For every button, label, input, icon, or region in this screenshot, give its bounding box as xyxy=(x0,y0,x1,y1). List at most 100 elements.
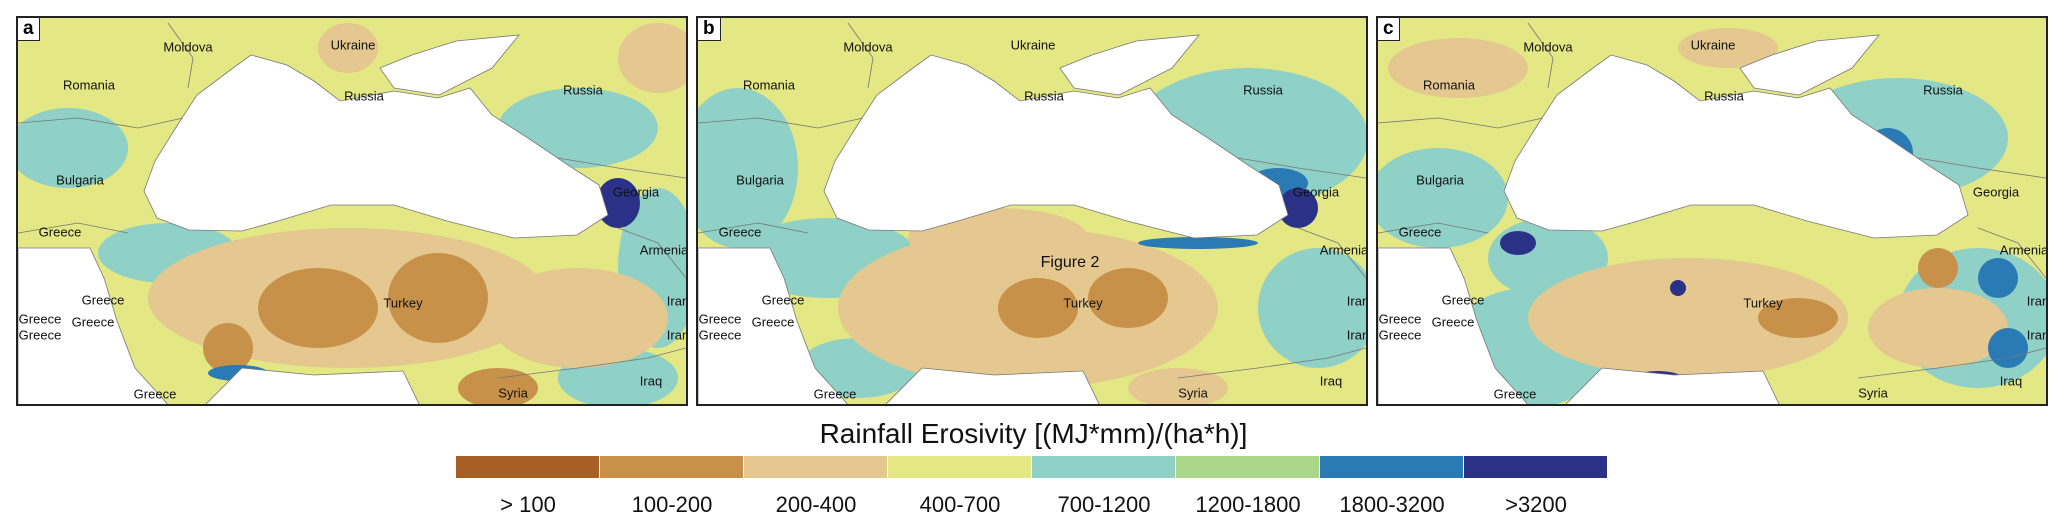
country-label: Syria xyxy=(498,385,528,401)
country-label: Iran xyxy=(1346,293,1368,309)
map-raster xyxy=(698,22,1366,404)
country-label: Russia xyxy=(1704,88,1744,104)
erosivity-region xyxy=(908,208,1088,268)
country-label: Bulgaria xyxy=(56,172,104,188)
country-label: Georgia xyxy=(612,184,660,200)
country-label: Ukraine xyxy=(1010,37,1056,53)
country-label: Greece xyxy=(1378,327,1422,343)
country-label: Greece xyxy=(81,292,125,308)
country-label: Greece xyxy=(1441,292,1485,308)
country-label: Russia xyxy=(344,88,384,104)
map-panel-b: b Moldova Ukraine Romania Russia Russia Bulgar… xyxy=(696,16,1368,406)
legend-swatch xyxy=(1176,456,1320,478)
legend-class-label: > 100 xyxy=(500,492,556,517)
country-label: Russia xyxy=(1024,88,1064,104)
erosivity-region xyxy=(1868,288,2008,368)
map-panel-a: a Moldova Ukraine Romania Russia Russia Bulgar… xyxy=(16,16,688,406)
country-label: Turkey xyxy=(1743,295,1783,311)
country-border xyxy=(557,157,686,179)
erosivity-region xyxy=(1500,231,1536,255)
country-label: Iran xyxy=(2026,293,2048,309)
country-label: Romania xyxy=(1422,77,1476,93)
country-border xyxy=(18,222,129,234)
legend-swatch xyxy=(1464,456,1608,478)
country-border xyxy=(698,222,809,234)
country-label: Bulgaria xyxy=(1416,172,1464,188)
legend-swatch xyxy=(1032,456,1176,478)
country-label: Syria xyxy=(1178,385,1208,401)
erosivity-region xyxy=(1128,368,1228,404)
country-label: Moldova xyxy=(843,39,893,55)
erosivity-region xyxy=(698,88,798,248)
country-label: Russia xyxy=(1923,82,1963,98)
black-sea xyxy=(143,54,609,239)
country-label: Greece xyxy=(1378,311,1422,327)
country-border xyxy=(1977,227,2046,279)
figure-annotation: Figure 2 xyxy=(1040,254,1100,271)
map-panel-c: c Moldova Ukraine Romania Russia Russia Bulgar… xyxy=(1376,16,2048,406)
erosivity-region xyxy=(1528,258,1848,378)
country-label: Greece xyxy=(1431,314,1475,330)
country-border xyxy=(698,117,864,129)
country-border xyxy=(1297,227,1366,279)
country-label: Armenia xyxy=(639,242,688,258)
country-label: Greece xyxy=(813,386,857,402)
erosivity-region xyxy=(458,368,538,404)
country-border xyxy=(1237,157,1366,179)
country-label: Romania xyxy=(62,77,116,93)
country-label: Georgia xyxy=(1292,184,1340,200)
legend-color-bar xyxy=(456,456,1608,478)
country-label: Russia xyxy=(563,82,603,98)
country-label: Ukraine xyxy=(330,37,376,53)
country-border xyxy=(1177,347,1366,379)
mediterranean-sea xyxy=(205,367,420,404)
country-label: Iraq xyxy=(1999,373,2023,389)
legend-swatch xyxy=(888,456,1032,478)
erosivity-region xyxy=(1138,237,1258,249)
country-label: Moldova xyxy=(163,39,213,55)
country-border xyxy=(167,22,194,89)
country-label: Turkey xyxy=(1063,295,1103,311)
erosivity-region xyxy=(258,268,378,348)
country-border xyxy=(18,117,184,129)
legend-swatch xyxy=(600,456,744,478)
erosivity-region xyxy=(1278,188,1318,228)
country-border xyxy=(497,347,686,379)
country-label: Ukraine xyxy=(1690,37,1736,53)
country-label: Greece xyxy=(698,327,742,343)
map-raster xyxy=(1378,22,2046,404)
country-label: Iran xyxy=(2026,327,2048,343)
legend-swatch xyxy=(744,456,888,478)
country-label: Greece xyxy=(1398,224,1442,240)
panel-letter: a xyxy=(18,18,40,41)
country-label: Greece xyxy=(761,292,805,308)
country-label: Greece xyxy=(698,311,742,327)
country-border xyxy=(1378,117,1544,129)
erosivity-region xyxy=(1758,298,1838,338)
country-border xyxy=(1378,222,1489,234)
legend-class-label: 1800-3200 xyxy=(1339,492,1445,517)
country-label: Romania xyxy=(742,77,796,93)
country-label: Armenia xyxy=(1319,242,1368,258)
country-label: Greece xyxy=(751,314,795,330)
erosivity-region xyxy=(203,323,253,373)
country-border xyxy=(617,227,686,279)
erosivity-region xyxy=(1678,28,1778,68)
country-label: Turkey xyxy=(383,295,423,311)
panel-letter: b xyxy=(698,18,721,41)
country-label: Armenia xyxy=(1999,242,2048,258)
sea-of-azov xyxy=(379,34,520,96)
legend-class-label: >3200 xyxy=(1505,492,1567,517)
black-sea xyxy=(823,54,1289,239)
country-border xyxy=(1917,157,2046,179)
erosivity-region xyxy=(388,253,488,343)
erosivity-region xyxy=(488,268,668,368)
country-label: Greece xyxy=(1493,386,1537,402)
panel-letter: c xyxy=(1378,18,1400,41)
erosivity-region xyxy=(1988,328,2028,368)
legend-class-label: 200-400 xyxy=(775,492,857,517)
legend-labels: > 100 100-200 200-400 400-700 700-1200 1200-1… xyxy=(456,492,1608,518)
country-label: Greece xyxy=(18,311,62,327)
erosivity-region xyxy=(1978,258,2018,298)
country-label: Syria xyxy=(1858,385,1888,401)
